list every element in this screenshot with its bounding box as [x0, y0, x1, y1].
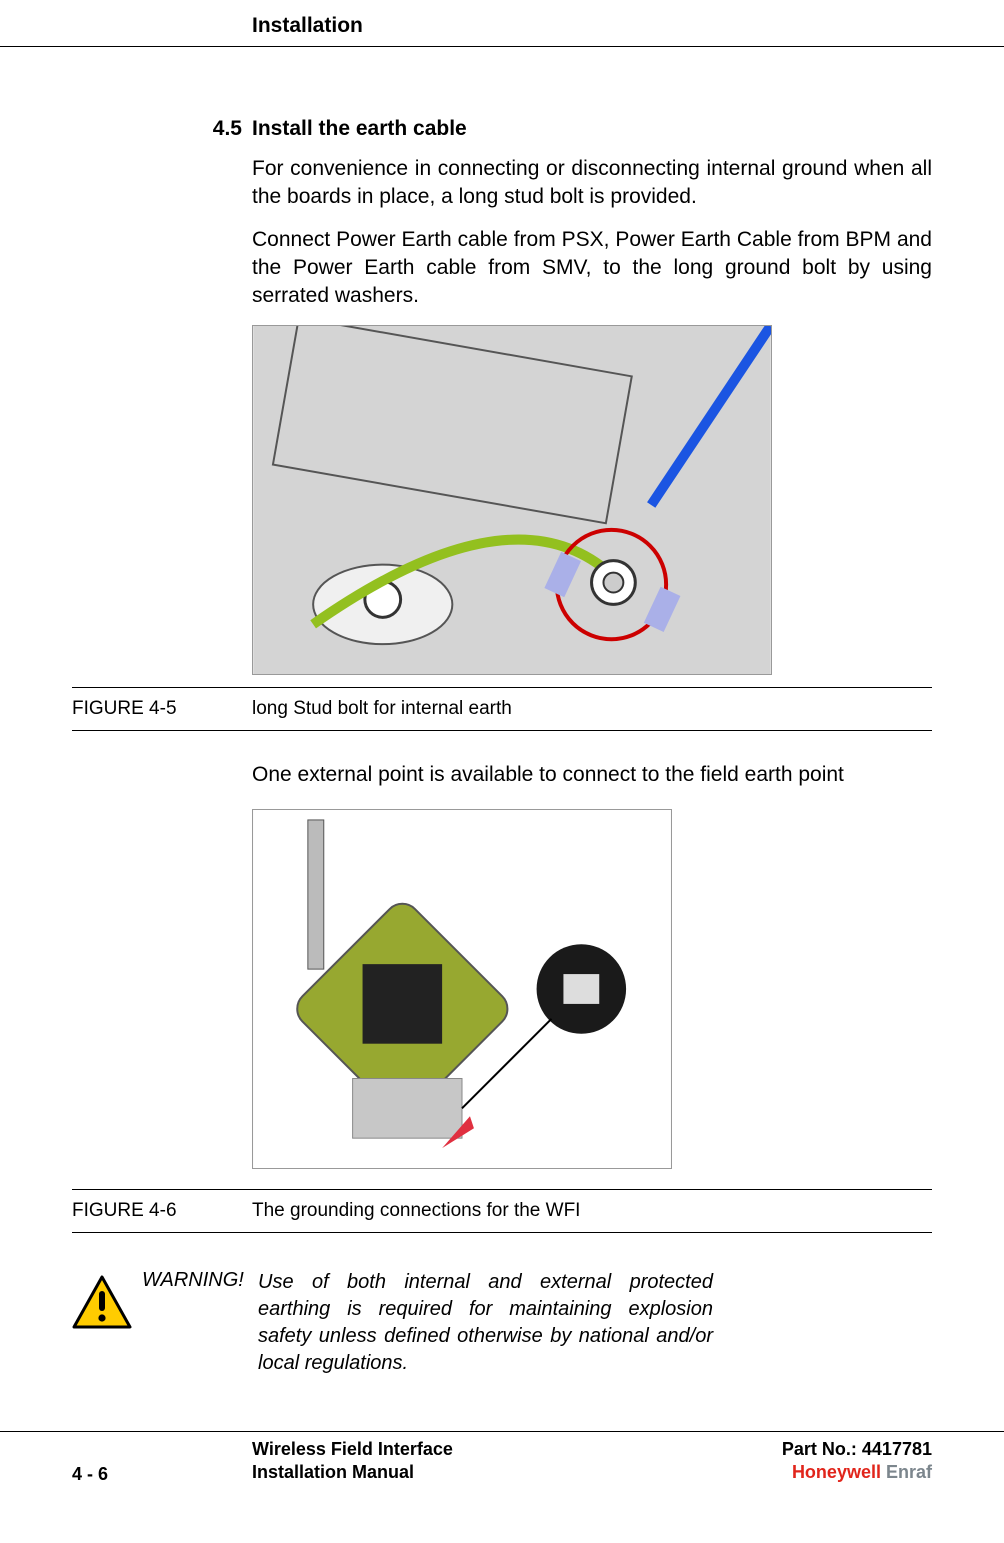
figure-4-6-rule-bottom	[72, 1232, 932, 1233]
figure-4-5-label: FIGURE 4-5	[72, 698, 252, 720]
figure-4-5-caption-row: FIGURE 4-5 long Stud bolt for internal e…	[72, 692, 932, 726]
header-rule	[0, 46, 1004, 47]
footer-doc-title: Wireless Field Interface Installation Ma…	[252, 1438, 782, 1485]
section-number: 4.5	[72, 117, 252, 141]
figure-4-5-caption: long Stud bolt for internal earth	[252, 698, 932, 720]
footer-doc-line1: Wireless Field Interface	[252, 1439, 453, 1459]
paragraph-1: For convenience in connecting or disconn…	[252, 155, 932, 212]
figure-4-5-rule-top	[72, 687, 932, 688]
warning-label: WARNING!	[142, 1269, 252, 1292]
section-title: Install the earth cable	[252, 117, 467, 141]
brand-honeywell: Honeywell	[792, 1462, 881, 1482]
header-title: Installation	[252, 14, 932, 46]
footer-brand: Honeywell Enraf	[782, 1461, 932, 1484]
section-heading-row: 4.5 Install the earth cable	[72, 117, 932, 141]
figure-4-6-image	[252, 809, 672, 1169]
figure-4-6-rule-top	[72, 1189, 932, 1190]
figure-4-5-image	[252, 325, 772, 675]
footer-right: Part No.: 4417781 Honeywell Enraf	[782, 1438, 932, 1485]
figure-4-6-label: FIGURE 4-6	[72, 1200, 252, 1222]
paragraph-3: One external point is available to conne…	[252, 761, 932, 789]
warning-block: WARNING! Use of both internal and extern…	[72, 1269, 932, 1377]
warning-icon	[72, 1269, 142, 1334]
brand-enraf: Enraf	[886, 1462, 932, 1482]
figure-4-6-caption-row: FIGURE 4-6 The grounding connections for…	[72, 1194, 932, 1228]
footer-doc-line2: Installation Manual	[252, 1462, 414, 1482]
footer-page-number: 4 - 6	[72, 1464, 162, 1485]
paragraph-2: Connect Power Earth cable from PSX, Powe…	[252, 226, 932, 311]
figure-4-6-caption: The grounding connections for the WFI	[252, 1200, 932, 1222]
footer-part-number: Part No.: 4417781	[782, 1438, 932, 1461]
warning-text: Use of both internal and external protec…	[258, 1269, 713, 1377]
footer: 4 - 6 Wireless Field Interface Installat…	[72, 1432, 932, 1485]
figure-4-5-rule-bottom	[72, 730, 932, 731]
